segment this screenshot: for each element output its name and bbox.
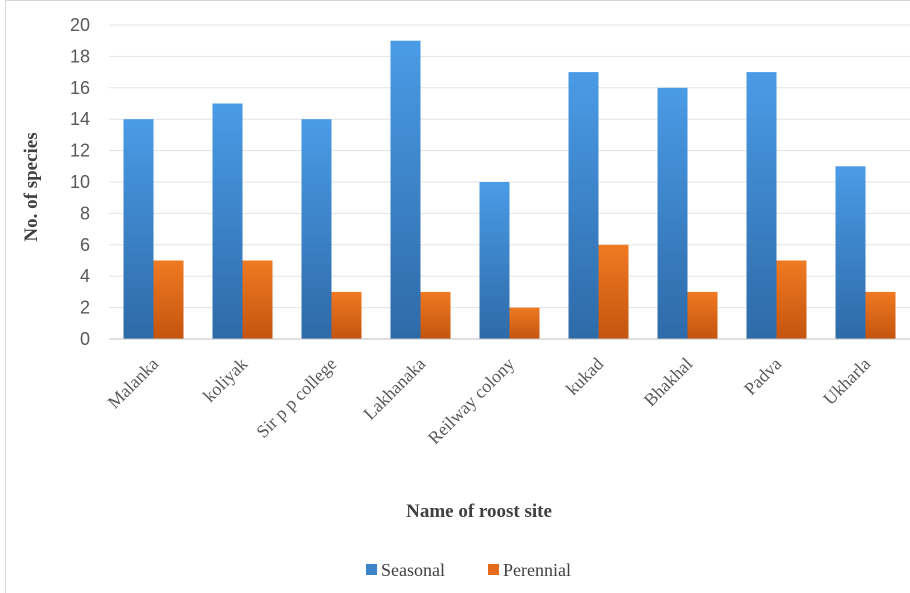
y-tick-label: 18 <box>70 46 90 66</box>
x-tick-label: Ukharla <box>819 354 874 409</box>
x-axis-title: Name of roost site <box>406 501 552 522</box>
legend-item-perennial: Perennial <box>488 560 571 580</box>
x-tick-label: Padva <box>740 354 785 399</box>
legend-label: Perennial <box>503 560 571 580</box>
legend-swatch <box>488 564 499 575</box>
bars <box>123 40 896 339</box>
y-tick-label: 16 <box>70 78 90 98</box>
y-tick-label: 0 <box>80 329 90 349</box>
x-axis-ticks: Malanka koliyak Sir p p college LakhanakaRe… <box>104 354 875 448</box>
x-tick-label: Reilway colony <box>424 354 518 448</box>
bar-seasonal-koliyak <box>212 103 243 339</box>
legend: Seasonal Perennial <box>366 560 571 580</box>
bar-seasonal-kukad <box>568 72 599 339</box>
x-tick-label: kukad <box>562 354 607 399</box>
y-axis-ticks: 0 2 4 6 8 10 12 14 16 18 20 <box>70 15 90 349</box>
bar-seasonal-reilway-colony <box>479 182 510 339</box>
bar-perennial-sir-p-p-college <box>331 291 362 339</box>
bar-perennial-kukad <box>598 244 629 339</box>
bar-perennial-malanka <box>153 260 184 339</box>
bar-perennial-lakhanaka <box>420 291 451 339</box>
y-tick-label: 2 <box>80 298 90 318</box>
y-tick-label: 14 <box>70 109 90 129</box>
legend-label: Seasonal <box>381 560 445 580</box>
x-tick-label: Malanka <box>104 354 163 413</box>
bar-seasonal-ukharla <box>835 166 866 339</box>
bar-seasonal-sir-p-p-college <box>301 119 332 339</box>
x-tick-label: Lakhanaka <box>359 354 429 424</box>
bar-perennial-reilway-colony <box>509 307 540 339</box>
x-tick-label: Bhakhal <box>640 354 697 411</box>
bar-perennial-ukharla <box>865 291 896 339</box>
bar-seasonal-malanka <box>123 119 154 339</box>
chart-frame <box>5 0 910 593</box>
y-tick-label: 12 <box>70 141 90 161</box>
legend-swatch <box>366 564 377 575</box>
y-tick-label: 4 <box>80 266 90 286</box>
x-tick-label: koliyak <box>199 354 251 406</box>
bar-seasonal-bhakhal <box>657 87 688 339</box>
y-tick-label: 8 <box>80 203 90 223</box>
y-tick-label: 20 <box>70 15 90 35</box>
legend-item-seasonal: Seasonal <box>366 560 445 580</box>
bar-seasonal-lakhanaka <box>390 40 421 339</box>
y-tick-label: 10 <box>70 172 90 192</box>
x-tick-label: Sir p p college <box>252 354 340 442</box>
y-tick-label: 6 <box>80 235 90 255</box>
bar-perennial-koliyak <box>242 260 273 339</box>
bar-perennial-padva <box>776 260 807 339</box>
bar-perennial-bhakhal <box>687 291 718 339</box>
bar-seasonal-padva <box>746 72 777 339</box>
y-axis-title: No. of species <box>21 132 42 241</box>
